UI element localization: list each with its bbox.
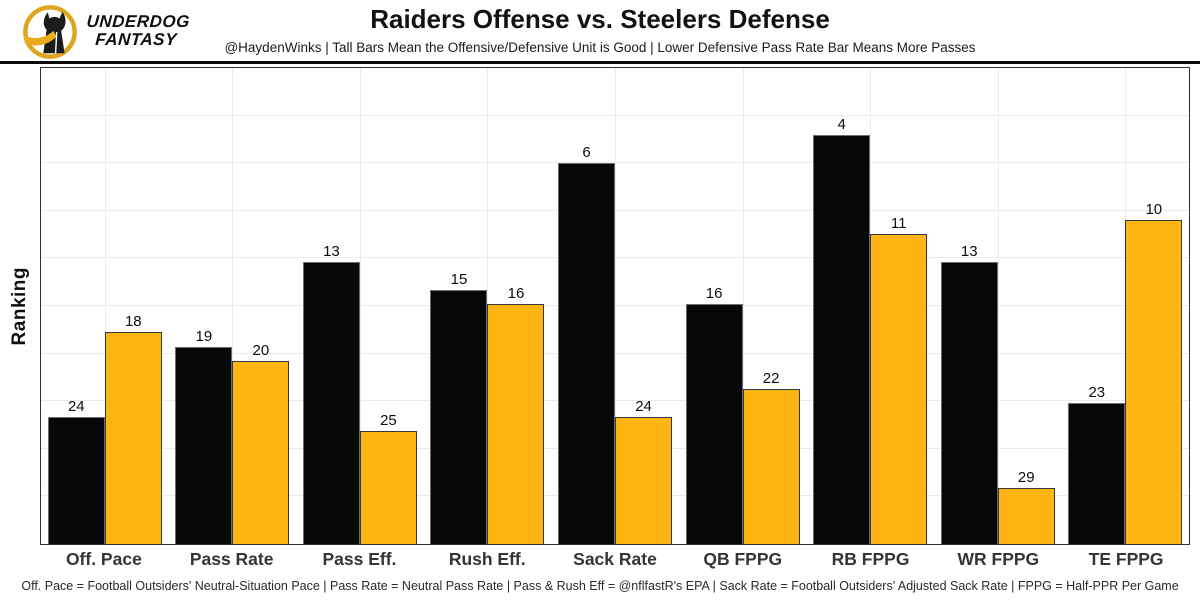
chart-title: Raiders Offense vs. Steelers Defense (370, 4, 830, 34)
bar-with-label: 10 (1125, 200, 1183, 544)
bar-with-label: 13 (940, 242, 998, 544)
bar-group-wr-fppg: 13 29 (934, 68, 1062, 544)
bar-value-label: 16 (507, 285, 525, 303)
bar-value-label: 23 (1088, 383, 1106, 401)
bar-value-label: 18 (124, 313, 142, 331)
defense-bar-25 (359, 431, 417, 544)
offense-bar-24 (47, 417, 105, 544)
bar-with-label: 15 (430, 271, 488, 544)
x-axis: Off. Pace Pass Rate Pass Eff. Rush Eff. Sack… (40, 549, 1190, 570)
bar-with-label: 13 (302, 242, 360, 544)
bar-value-label: 29 (1017, 468, 1035, 486)
bar-value-label: 15 (450, 271, 468, 289)
bar-with-label: 22 (742, 369, 800, 544)
defense-bar-20 (232, 360, 290, 544)
bar-group-pass-rate: 19 20 (169, 68, 297, 544)
defense-bar-18 (104, 332, 162, 544)
vertical-gridline (104, 68, 106, 544)
x-tick-label: Pass Rate (189, 549, 274, 569)
bar-group-off-pace: 24 18 (41, 68, 169, 544)
bar-group-qb-fppg: 16 22 (679, 68, 807, 544)
bars-layer: 24 18 19 20 13 25 15 16 6 24 16 22 4 11 13 29 23 10 (41, 68, 1189, 544)
bar-value-label: 10 (1145, 200, 1163, 218)
y-axis-label: Ranking (9, 266, 30, 346)
bar-with-label: 24 (47, 398, 105, 544)
vertical-gridline (615, 68, 616, 544)
bar-value-label: 6 (582, 144, 591, 162)
bar-group-sack-rate: 6 24 (551, 68, 679, 544)
chart-subtitle: @HaydenWinks | Tall Bars Mean the Offens… (224, 40, 976, 55)
bar-with-label: 18 (104, 313, 162, 544)
bar-value-label: 25 (380, 412, 397, 430)
bar-with-label: 6 (558, 144, 616, 544)
bar-value-label: 13 (960, 242, 978, 260)
offense-bar-13 (302, 261, 360, 544)
x-tick-label: RB FPPG (831, 549, 910, 569)
underdog-dog-icon (23, 5, 77, 59)
defense-bar-24 (615, 417, 673, 544)
bar-with-label: 25 (359, 412, 417, 544)
defense-bar-10 (1125, 219, 1183, 544)
offense-bar-23 (1068, 402, 1126, 544)
offense-bar-15 (430, 290, 488, 544)
bar-value-label: 24 (67, 398, 85, 416)
bar-value-label: 13 (323, 242, 340, 260)
bar-value-label: 11 (890, 214, 907, 232)
x-tick-label: Rush Eff. (448, 549, 526, 569)
defense-bar-16 (487, 304, 545, 544)
vertical-gridline (997, 68, 999, 544)
bar-with-label: 19 (175, 327, 233, 544)
bar-value-label: 24 (635, 398, 652, 416)
underdog-fantasy-logo: UNDERDOG FANTASY (22, 3, 272, 61)
bar-value-label: 20 (252, 341, 270, 359)
defense-bar-22 (742, 388, 800, 544)
y-axis-label-wrap: Ranking (6, 67, 34, 545)
bar-with-label: 11 (870, 214, 928, 544)
x-tick-label: WR FPPG (957, 549, 1040, 569)
x-tick-label: Sack Rate (573, 549, 657, 569)
x-tick-label: Pass Eff. (322, 549, 397, 569)
footnote: Off. Pace = Football Outsiders' Neutral-… (21, 579, 1179, 593)
bar-with-label: 20 (232, 341, 290, 544)
bar-value-label: 16 (705, 285, 723, 303)
bar-with-label: 23 (1068, 383, 1126, 544)
offense-bar-13 (940, 261, 998, 544)
offense-bar-16 (685, 304, 743, 544)
x-tick-label: QB FPPG (703, 549, 783, 569)
bar-group-pass-eff-: 13 25 (296, 68, 424, 544)
bar-with-label: 4 (813, 116, 871, 544)
header-divider (0, 61, 1200, 64)
bar-with-label: 16 (487, 285, 545, 544)
vertical-gridline (232, 68, 234, 544)
bar-with-label: 24 (615, 398, 673, 544)
bar-with-label: 16 (685, 285, 743, 544)
x-tick-label: Off. Pace (65, 549, 142, 569)
bar-group-rush-eff-: 15 16 (424, 68, 552, 544)
offense-bar-6 (558, 163, 616, 544)
defense-bar-11 (870, 233, 928, 544)
vertical-gridline (742, 68, 744, 544)
bar-group-te-fppg: 23 10 (1062, 68, 1190, 544)
plot-area: 24 18 19 20 13 25 15 16 6 24 16 22 4 11 13 29 23 10 (40, 67, 1190, 545)
offense-bar-19 (175, 346, 233, 544)
offense-bar-4 (813, 135, 871, 544)
bar-with-label: 29 (997, 468, 1055, 544)
defense-bar-29 (997, 487, 1055, 544)
bar-value-label: 22 (762, 369, 780, 387)
bar-value-label: 19 (195, 327, 213, 345)
x-tick-label: TE FPPG (1088, 549, 1164, 569)
bar-value-label: 4 (837, 116, 846, 133)
bar-group-rb-fppg: 4 11 (806, 68, 934, 544)
vertical-gridline (359, 68, 361, 544)
